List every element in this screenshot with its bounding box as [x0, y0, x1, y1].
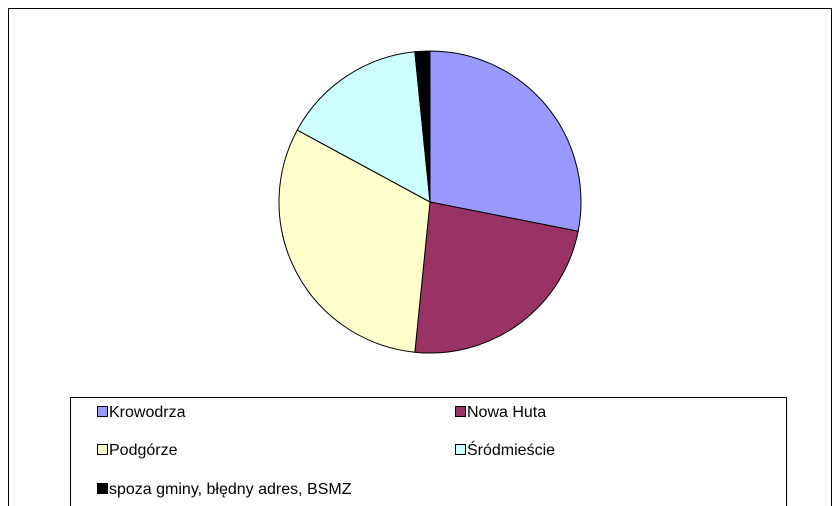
- legend-swatch: [455, 444, 466, 455]
- pie-slice: [414, 201, 579, 354]
- pie-slice: [414, 50, 431, 203]
- legend-swatch: [455, 406, 466, 417]
- pie-slice: [296, 51, 431, 203]
- legend-swatch: [97, 406, 108, 417]
- pie-slice: [429, 50, 582, 232]
- legend-label: Krowodrza: [109, 404, 186, 421]
- legend-box: [70, 397, 787, 506]
- legend-label: Podgórze: [109, 442, 178, 459]
- pie-slice: [278, 129, 431, 353]
- legend-label: Nowa Huta: [467, 404, 546, 421]
- legend-swatch: [97, 483, 108, 494]
- legend-label: spoza gminy, błędny adres, BSMZ: [109, 481, 352, 498]
- legend-label: Śródmieście: [467, 440, 555, 459]
- legend-swatch: [97, 444, 108, 455]
